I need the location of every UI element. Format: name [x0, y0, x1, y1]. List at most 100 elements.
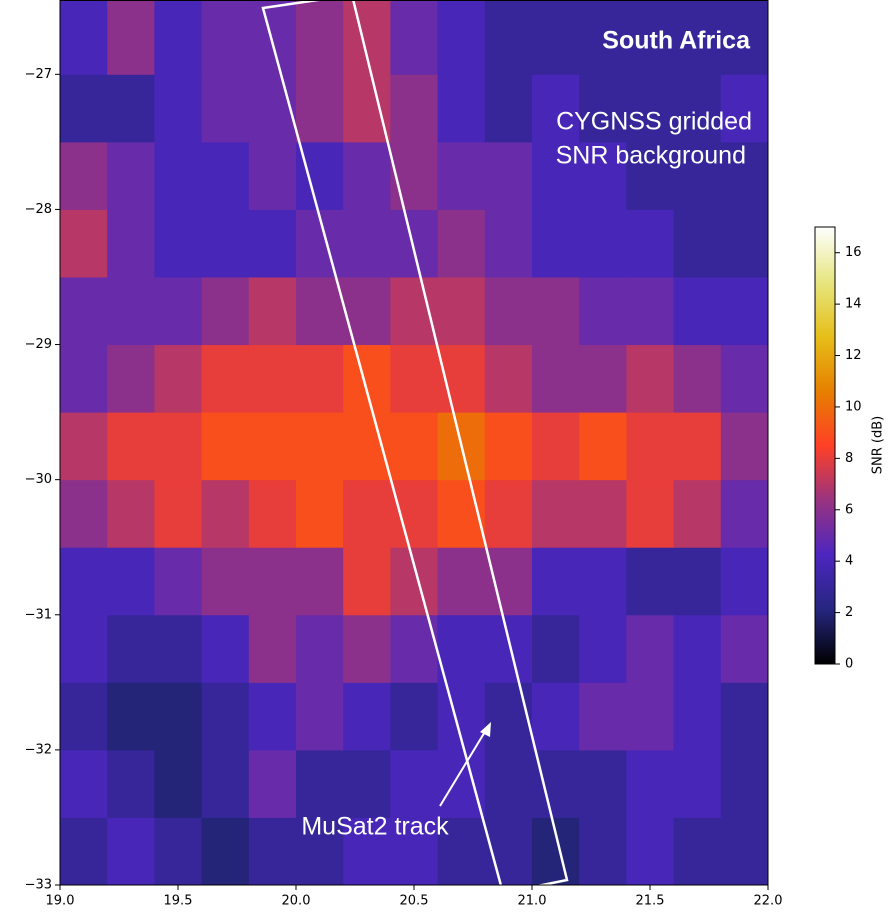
heatmap-cell	[437, 749, 486, 818]
heatmap-cell	[154, 749, 203, 818]
heatmap-cell	[390, 682, 439, 751]
y-tick-label: −33	[25, 878, 52, 893]
heatmap-cell	[248, 749, 297, 818]
heatmap-cell	[532, 479, 580, 548]
heatmap-cell	[107, 141, 155, 210]
heatmap-cell	[390, 276, 439, 346]
heatmap-cell	[579, 276, 627, 346]
heatmap-cell	[673, 479, 722, 548]
heatmap-cell	[673, 682, 722, 751]
heatmap-cell	[532, 74, 580, 143]
heatmap-cell	[532, 209, 580, 278]
heatmap-cell	[720, 614, 769, 683]
x-tick-label: 22.0	[754, 894, 783, 909]
x-tick-label: 19.5	[164, 894, 193, 909]
heatmap-cell	[626, 344, 675, 413]
colorbar-tick-label: 2	[845, 605, 853, 620]
heatmap-cell	[720, 141, 769, 210]
heatmap-cell	[201, 276, 250, 346]
heatmap-cell	[626, 276, 675, 346]
heatmap-cell	[248, 479, 297, 548]
heatmap-cell	[579, 209, 627, 278]
heatmap-cell	[107, 479, 155, 548]
heatmap-cell	[60, 344, 108, 413]
heatmap-cell	[107, 412, 155, 481]
heatmap-cell	[154, 682, 203, 751]
heatmap-cell	[60, 749, 108, 818]
heatmap-cell	[532, 0, 580, 75]
heatmap-cell	[390, 749, 439, 818]
y-tick-label: −28	[25, 202, 52, 217]
heatmap-cell	[673, 614, 722, 683]
colorbar-tick-label: 6	[845, 502, 853, 517]
colorbar-tick-label: 12	[845, 348, 862, 363]
heatmap-cell	[201, 412, 250, 481]
heatmap-cell	[484, 412, 533, 481]
heatmap-cell	[154, 209, 203, 278]
heatmap-cell	[390, 209, 439, 278]
heatmap-cell	[154, 0, 203, 75]
heatmap-cell	[201, 209, 250, 278]
heatmap-cell	[248, 817, 297, 886]
heatmap-cell	[484, 276, 533, 346]
heatmap-cell	[154, 412, 203, 481]
heatmap-cell	[343, 682, 391, 751]
heatmap-cell	[437, 817, 486, 886]
y-tick-label: −32	[25, 742, 52, 757]
x-tick-label: 21.5	[636, 894, 665, 909]
colorbar-tick-label: 14	[845, 297, 862, 312]
heatmap-cell	[248, 344, 297, 413]
heatmap-cell	[60, 817, 108, 886]
heatmap-cell	[343, 141, 391, 210]
heatmap-cell	[154, 141, 203, 210]
colorbar-tick-label: 10	[845, 399, 862, 414]
arrow-line	[439, 729, 487, 807]
heatmap-cell	[673, 412, 722, 481]
heatmap-cell	[60, 141, 108, 210]
heatmap-cell	[107, 209, 155, 278]
region-label: South Africa	[602, 27, 751, 55]
heatmap-cell	[154, 547, 203, 616]
heatmap-cell	[343, 74, 391, 143]
heatmap-cell	[626, 749, 675, 818]
colorbar-tick-label: 4	[845, 554, 853, 569]
heatmap-cell	[484, 479, 533, 548]
annotation: SNR background	[556, 142, 746, 170]
heatmap-cell	[579, 74, 627, 143]
heatmap-cell	[673, 141, 722, 210]
heatmap-cell	[296, 614, 344, 683]
heatmap-cell	[107, 344, 155, 413]
heatmap-cell	[437, 74, 486, 143]
heatmap-cell	[532, 749, 580, 818]
heatmap-cell	[390, 141, 439, 210]
heatmap-cell	[437, 276, 486, 346]
heatmap-cell	[107, 0, 155, 75]
heatmap-cell	[296, 547, 344, 616]
heatmap-cell	[484, 209, 533, 278]
track-overlay	[261, 0, 569, 885]
x-tick-label: 19.0	[46, 894, 75, 909]
colorbar-label: SNR (dB)	[871, 416, 886, 474]
heatmap-cell	[673, 74, 722, 143]
heatmap-cell	[154, 344, 203, 413]
heatmap-cell	[532, 412, 580, 481]
heatmap-cell	[626, 817, 675, 886]
heatmap-cell	[390, 344, 439, 413]
y-tick-label: −29	[25, 337, 52, 352]
heatmap-cell	[720, 74, 769, 143]
heatmap-cell	[437, 209, 486, 278]
heatmap-cell	[390, 479, 439, 548]
heatmap-cell	[484, 344, 533, 413]
heatmap-cell	[720, 412, 769, 481]
heatmap-cell	[484, 682, 533, 751]
heatmap-cell	[154, 817, 203, 886]
heatmap-cell	[390, 412, 439, 481]
heatmap-cell	[296, 276, 344, 346]
heatmap-cell	[60, 682, 108, 751]
heatmap-cell	[201, 547, 250, 616]
heatmap-cell	[296, 141, 344, 210]
heatmap-cell	[579, 547, 627, 616]
heatmap-cell	[390, 817, 439, 886]
heatmap-cell	[343, 209, 391, 278]
heatmap-cell	[484, 0, 533, 75]
